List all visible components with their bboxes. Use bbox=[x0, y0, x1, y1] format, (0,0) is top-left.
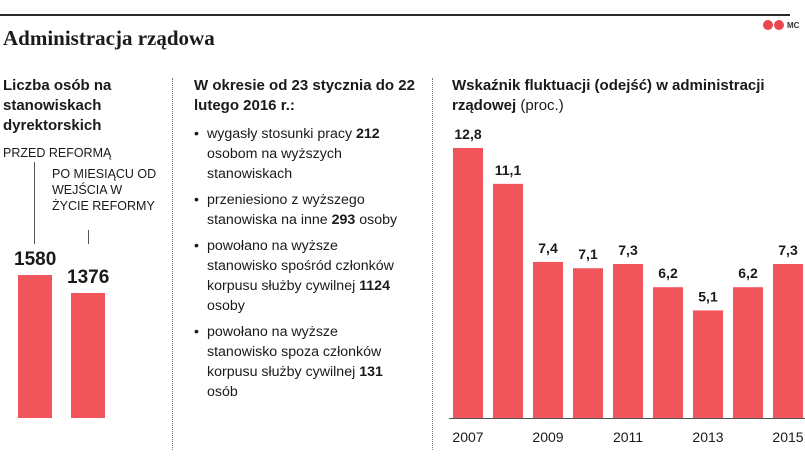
value-label: 5,1 bbox=[698, 288, 718, 304]
facts-list: wygasły stosunki pracy 212 osobom na wyż… bbox=[194, 124, 399, 408]
fact-item: powołano na wyższe stanowisko spoza czło… bbox=[194, 322, 399, 402]
directors-heading: Liczba osób na stanowiskach dyrektorskic… bbox=[3, 77, 112, 134]
fact-text: osobom na wyższych stanowiskach bbox=[207, 146, 342, 182]
before-leader-line bbox=[34, 162, 35, 244]
after-reform-label: PO MIESIĄCU OD WEJŚCIA W ŻYCIE REFORMY bbox=[52, 167, 157, 213]
bar-2012 bbox=[653, 287, 683, 418]
fact-text: powołano na wyższe stanowisko spoza czło… bbox=[207, 324, 382, 380]
fact-text: osoby bbox=[207, 298, 245, 314]
period-heading: W okresie od 23 stycznia do 22 lutego 20… bbox=[194, 77, 415, 114]
bar-2008 bbox=[493, 183, 523, 418]
value-label: 7,4 bbox=[538, 240, 558, 256]
fact-text: osób bbox=[207, 384, 238, 400]
x-tick-label: 2013 bbox=[692, 429, 723, 445]
fact-number: 1124 bbox=[359, 278, 390, 294]
fact-text: przeniesiono z wyższego stanowiska na in… bbox=[207, 192, 365, 228]
x-tick-label: 2015 bbox=[772, 429, 803, 445]
before-reform-label: PRZED REFORMĄ bbox=[3, 146, 112, 160]
fact-item: powołano na wyższe stanowisko spośród cz… bbox=[194, 236, 399, 316]
bar-2014 bbox=[733, 287, 763, 418]
bar-2015 bbox=[773, 264, 803, 418]
fact-number: 212 bbox=[356, 126, 380, 142]
before-reform-value: 1580 bbox=[14, 249, 57, 270]
bar-2013 bbox=[693, 310, 723, 418]
bar-2009 bbox=[533, 261, 563, 418]
column-divider bbox=[432, 78, 433, 450]
top-rule bbox=[0, 14, 790, 16]
fact-text: powołano na wyższe stanowisko spośród cz… bbox=[207, 238, 394, 294]
x-tick-label: 2007 bbox=[452, 429, 483, 445]
logo-circle-icon bbox=[763, 20, 773, 30]
value-label: 12,8 bbox=[454, 126, 481, 142]
bar-2007 bbox=[453, 148, 483, 418]
x-tick-label: 2011 bbox=[613, 429, 643, 445]
fact-text: wygasły stosunki pracy bbox=[207, 126, 357, 142]
page-title: Administracja rządowa bbox=[3, 26, 215, 50]
before-reform-bar bbox=[18, 275, 52, 418]
value-label: 6,2 bbox=[738, 265, 758, 281]
value-label: 7,3 bbox=[778, 242, 798, 258]
value-label: 7,3 bbox=[618, 242, 638, 258]
after-reform-bar bbox=[71, 293, 105, 418]
fact-text: osoby bbox=[355, 212, 398, 228]
bar-2010 bbox=[573, 268, 603, 418]
logo-text: MC bbox=[787, 20, 800, 30]
fact-number: 293 bbox=[331, 212, 356, 228]
fact-number: 131 bbox=[359, 364, 383, 380]
column-divider bbox=[172, 78, 173, 450]
after-reform-value: 1376 bbox=[67, 267, 110, 289]
fact-item: wygasły stosunki pracy 212 osobom na wyż… bbox=[194, 124, 399, 184]
value-label: 11,1 bbox=[495, 162, 522, 178]
chart-unit: (proc.) bbox=[520, 97, 564, 114]
x-tick-label: 2009 bbox=[532, 429, 563, 445]
publisher-logo: MC bbox=[763, 20, 799, 30]
fact-item: przeniesiono z wyższego stanowiska na in… bbox=[194, 190, 399, 230]
logo-circle-icon bbox=[774, 20, 784, 30]
value-label: 6,2 bbox=[658, 265, 678, 281]
bar-2011 bbox=[613, 264, 643, 418]
chart-heading: Wskaźnik fluktuacji (odejść) w administr… bbox=[452, 76, 792, 116]
after-leader-line bbox=[88, 230, 89, 244]
chart-title: Wskaźnik fluktuacji (odejść) w administr… bbox=[452, 77, 765, 114]
value-label: 7,1 bbox=[578, 246, 598, 262]
